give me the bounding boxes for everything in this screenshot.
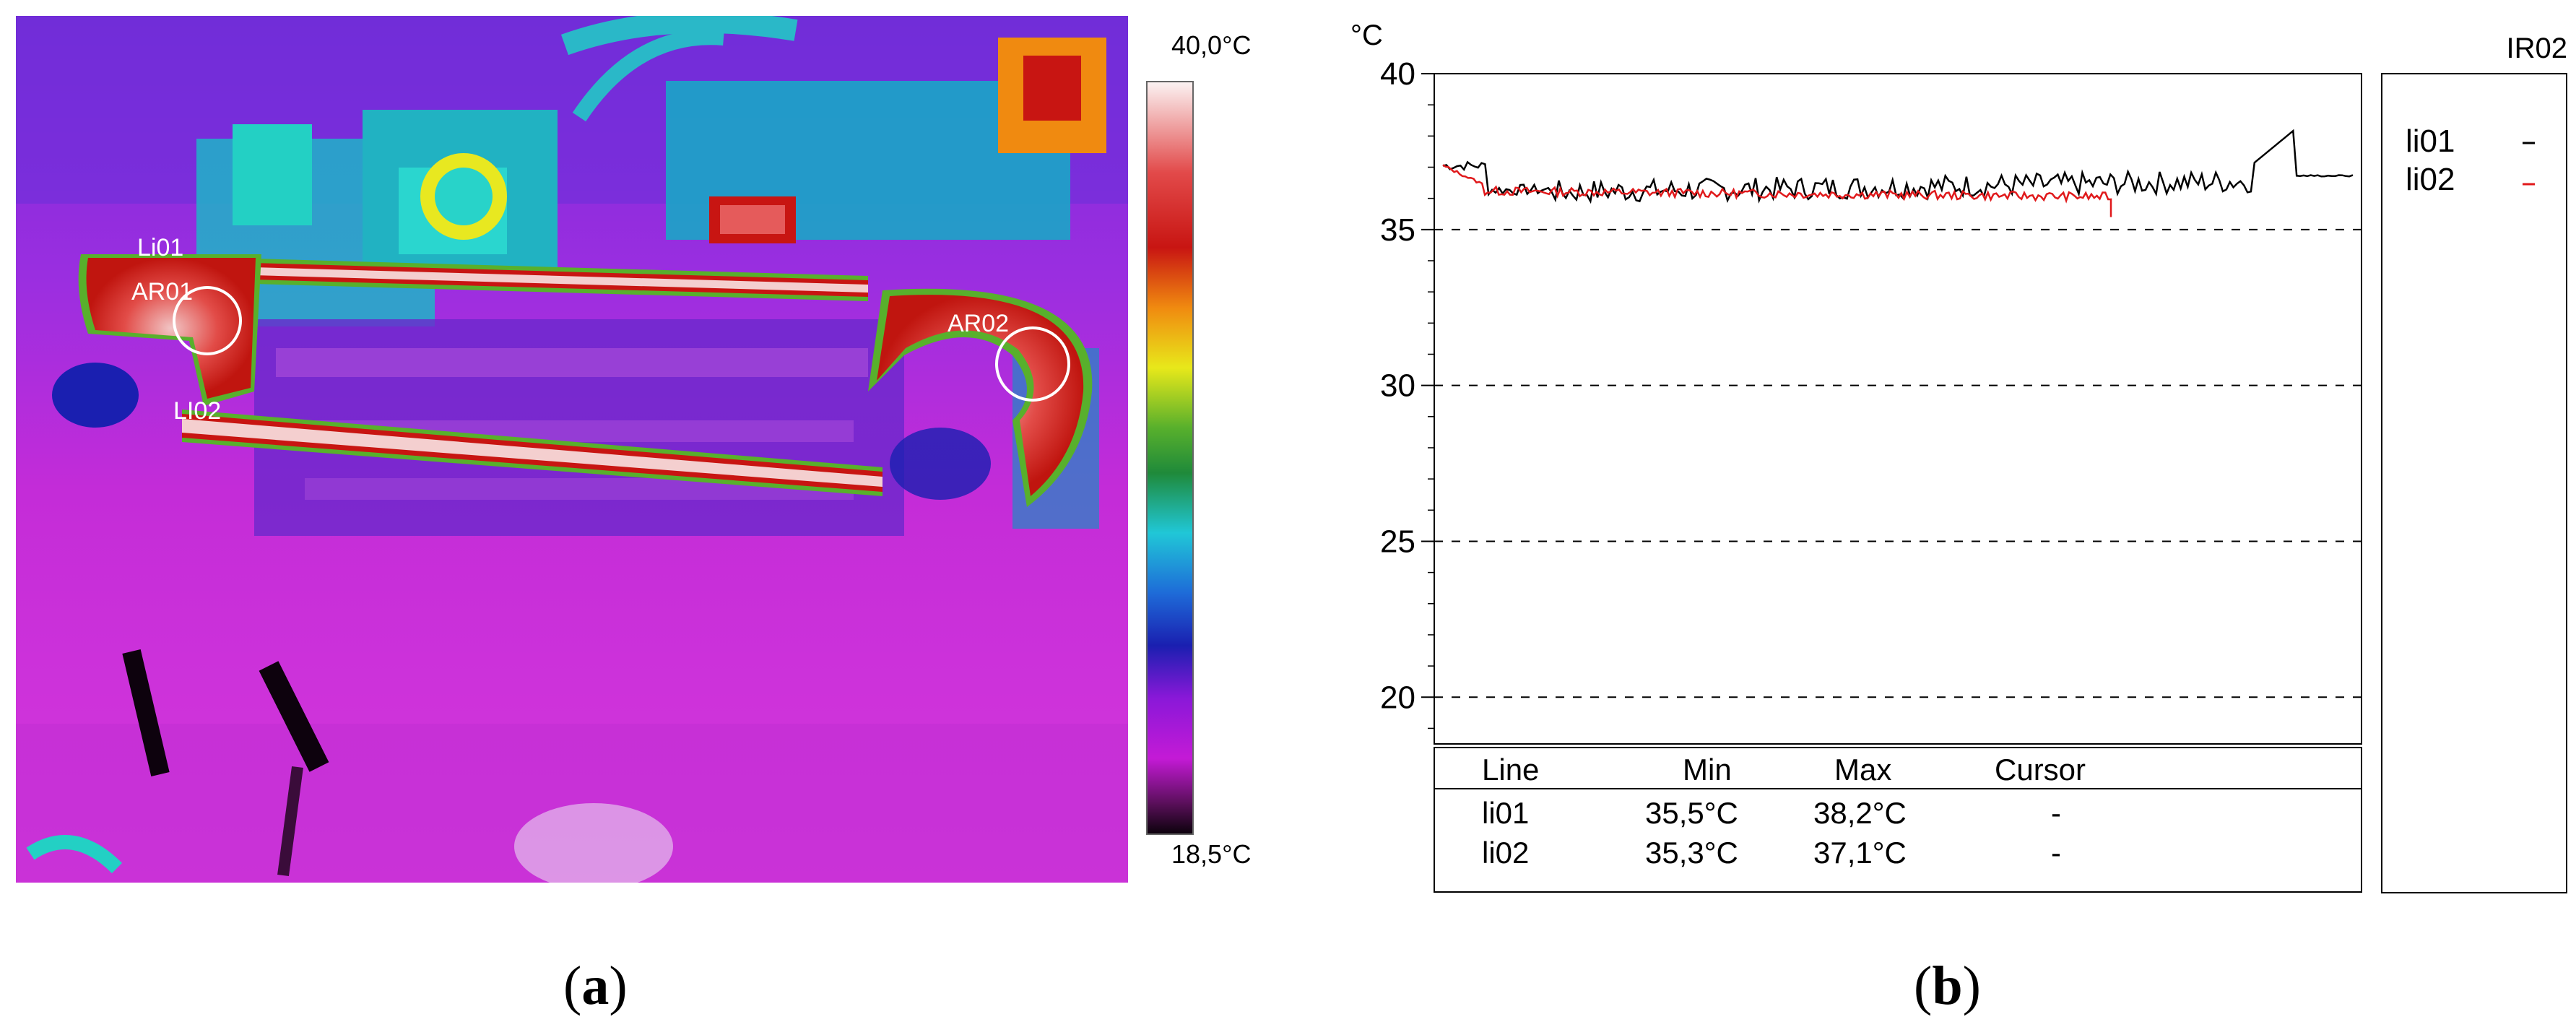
panel-a-label: (a) <box>563 956 628 1016</box>
series-lines <box>1442 129 2354 217</box>
series-line-li01 <box>1442 129 2354 204</box>
table-cell-row1-max: 38,2°C <box>1813 796 1907 830</box>
stats-table <box>1434 747 2362 893</box>
scale-max-label: 40,0°C <box>1171 30 1252 60</box>
table-cell-row1-min: 35,5°C <box>1645 796 1738 830</box>
y-tick-label: 20 <box>1380 680 1415 715</box>
chart-title: IR02 <box>2507 33 2568 64</box>
legend-box <box>2381 73 2567 893</box>
table-header-line: Line <box>1482 753 1539 787</box>
legend-label-li01: li01 <box>2406 124 2455 159</box>
table-cell-row2-line: li02 <box>1482 836 1529 870</box>
table-header-cursor: Cursor <box>1995 753 2086 787</box>
chart-panel: °C IR02 20 25 30 35 40 li01 li02 Line Min Ma… <box>1329 14 2571 896</box>
y-axis-unit: °C <box>1350 20 1383 51</box>
temperature-scale <box>1146 81 1194 835</box>
region-label-ar01: AR01 <box>131 278 193 306</box>
y-tick-label: 30 <box>1380 368 1415 404</box>
scale-min-label: 18,5°C <box>1171 839 1252 869</box>
y-tick-label: 40 <box>1380 56 1415 92</box>
y-tick-label: 35 <box>1380 212 1415 248</box>
thermal-image: Li01 AR01 AR02 LI02 <box>16 11 1128 890</box>
grid-lines <box>1434 73 2362 698</box>
y-axis: 20 25 30 35 40 <box>1380 56 1434 729</box>
table-cell-row2-min: 35,3°C <box>1645 836 1738 870</box>
region-label-li02: LI02 <box>173 397 221 425</box>
region-label-ar02: AR02 <box>947 310 1009 337</box>
table-header-max: Max <box>1834 753 1891 787</box>
table-cell-row1-cursor: - <box>2051 796 2061 830</box>
y-tick-label: 25 <box>1380 524 1415 559</box>
table-cell-row1-line: li01 <box>1482 796 1529 830</box>
legend-label-li02: li02 <box>2406 162 2455 197</box>
series-line-li02 <box>1442 164 2112 217</box>
plot-frame <box>1434 73 2362 745</box>
thermal-image-panel: Li01 AR01 AR02 LI02 40,0°C 18,5°C <box>16 11 1251 890</box>
panel-b-label: (b) <box>1914 956 1981 1016</box>
table-cell-row2-max: 37,1°C <box>1813 836 1907 870</box>
line-chart: °C IR02 20 25 30 35 40 li01 li02 Line Min Ma… <box>1350 20 2568 893</box>
hot-frame <box>78 254 1093 507</box>
table-header-min: Min <box>1683 753 1732 787</box>
region-label-li01: Li01 <box>137 234 183 261</box>
table-cell-row2-cursor: - <box>2051 836 2061 870</box>
